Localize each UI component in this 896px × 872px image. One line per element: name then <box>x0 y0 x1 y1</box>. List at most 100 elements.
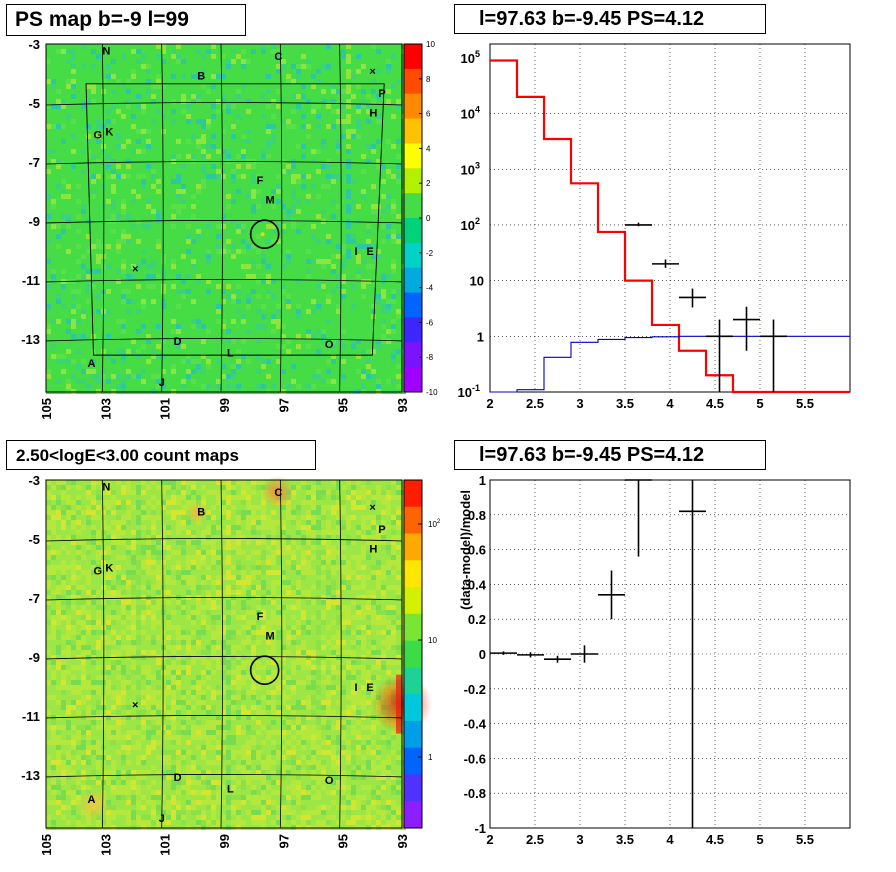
y-tick-label: -11 <box>22 709 40 724</box>
colorbar-swatch <box>404 640 422 668</box>
x-tick-label: 105 <box>39 834 54 856</box>
source-label-E: E <box>366 682 373 694</box>
y-tick-label: -0.2 <box>464 682 486 697</box>
x-tick-label: 95 <box>336 834 351 848</box>
colorbar-swatch <box>404 613 422 642</box>
x-tick-label: 2 <box>486 396 493 411</box>
y-tick-label: 0.8 <box>468 508 486 523</box>
source-label-L: L <box>227 784 234 796</box>
source-label-M: M <box>266 194 275 206</box>
source-label-I: I <box>355 682 358 694</box>
colorbar-swatch <box>404 292 422 318</box>
colorbar-tick-label: 1 <box>428 753 433 762</box>
count-map-gridline <box>220 479 223 829</box>
colorbar-tick-label: 2 <box>426 179 431 188</box>
x-tick-label: 99 <box>217 834 232 848</box>
x-tick-label: 5 <box>756 396 763 411</box>
ps-map-gridline <box>220 43 223 393</box>
y-tick-label: -9 <box>28 214 40 229</box>
count-map-gridline <box>101 479 105 829</box>
x-tick-label: 103 <box>98 834 113 856</box>
y-tick-label: 105 <box>461 49 480 66</box>
y-tick-label: 1 <box>477 329 484 344</box>
count-map-gridline <box>45 715 403 719</box>
y-tick-label: -5 <box>28 96 40 111</box>
y-tick-label: 102 <box>461 216 480 233</box>
colorbar-swatch <box>404 193 422 219</box>
source-label-F: F <box>257 175 264 187</box>
source-marker-cross: × <box>369 66 375 78</box>
source-label-B: B <box>197 506 205 518</box>
colorbar-tick-label: 4 <box>426 144 431 153</box>
y-tick-label: -0.4 <box>464 717 487 732</box>
colorbar-swatch <box>404 242 422 269</box>
colorbar-swatch <box>404 747 422 775</box>
colorbar-swatch <box>404 218 422 244</box>
ps-map-gridline <box>279 43 283 393</box>
y-tick-label: 103 <box>461 160 480 177</box>
x-tick-label: 103 <box>98 398 113 420</box>
y-tick-label: 104 <box>461 105 480 122</box>
target-circle <box>249 655 280 686</box>
x-tick-label: 3.5 <box>616 396 634 411</box>
x-tick-label: 93 <box>395 834 410 848</box>
source-label-C: C <box>274 487 282 499</box>
y-tick-label: -13 <box>21 332 40 347</box>
x-tick-label: 101 <box>158 834 173 856</box>
colorbar-swatch <box>404 93 422 120</box>
colorbar-swatch <box>404 367 422 393</box>
ps-map-title: PS map b=-9 l=99 <box>6 4 246 36</box>
y-tick-label: -5 <box>28 532 40 547</box>
colorbar-tick-label: 10 <box>426 40 435 49</box>
source-label-F: F <box>257 611 264 623</box>
count-map-gridline <box>45 656 403 660</box>
y-tick-label: -0.6 <box>464 751 486 766</box>
source-label-N: N <box>102 481 110 493</box>
source-label-B: B <box>197 70 205 82</box>
x-tick-label: 101 <box>158 398 173 420</box>
y-tick-label: -0.8 <box>464 786 486 801</box>
y-tick-label: -1 <box>474 821 486 836</box>
source-label-N: N <box>102 45 110 57</box>
source-label-D: D <box>174 772 182 784</box>
ps-map-gridline <box>45 161 403 165</box>
x-tick-label: 97 <box>276 398 291 412</box>
colorbar-tick-label: -10 <box>426 388 438 397</box>
x-tick-label: 4.5 <box>706 396 724 411</box>
source-marker-cross: × <box>132 264 138 276</box>
count-map-gridline <box>45 597 403 601</box>
x-tick-label: 2.5 <box>526 832 544 847</box>
x-tick-label: 2.5 <box>526 396 544 411</box>
x-tick-label: 4.5 <box>706 832 724 847</box>
residual-y-axis-label: (data-model)/model <box>458 490 473 610</box>
source-label-I: I <box>355 246 358 258</box>
source-label-A: A <box>88 794 96 806</box>
x-tick-label: 3 <box>576 396 583 411</box>
source-label-H: H <box>369 543 377 555</box>
source-marker-cross: × <box>369 502 375 514</box>
y-tick-label: 0 <box>479 647 486 662</box>
y-tick-label: -7 <box>28 155 40 170</box>
x-tick-label: 93 <box>395 398 410 412</box>
ps-map-gridline <box>45 220 403 224</box>
colorbar-swatch <box>404 560 422 588</box>
source-label-H: H <box>369 107 377 119</box>
model-total-series <box>490 59 850 394</box>
target-hotspot <box>260 232 265 237</box>
y-tick-label: 10 <box>470 274 484 289</box>
colorbar-swatch <box>404 168 422 194</box>
count-map-pixels <box>46 480 406 830</box>
source-marker-cross: × <box>132 700 138 712</box>
count-map-gridline <box>279 479 283 829</box>
count-map-title: 2.50<logE<3.00 count maps <box>6 440 316 470</box>
source-label-J: J <box>159 377 165 389</box>
colorbar-swatch <box>404 118 422 144</box>
source-label-K: K <box>105 562 113 574</box>
x-tick-label: 4 <box>666 396 674 411</box>
colorbar-swatch <box>404 342 422 368</box>
ps-map-gridline <box>45 279 403 283</box>
y-tick-label: 0.4 <box>468 577 487 592</box>
x-tick-label: 5 <box>756 832 763 847</box>
y-tick-label: -13 <box>21 768 40 783</box>
